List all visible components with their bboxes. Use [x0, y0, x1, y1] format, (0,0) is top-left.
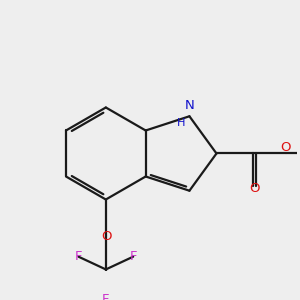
Text: F: F — [129, 250, 137, 263]
Text: O: O — [250, 182, 260, 195]
Text: O: O — [101, 230, 112, 243]
Text: F: F — [102, 293, 110, 300]
Text: N: N — [184, 99, 194, 112]
Text: F: F — [75, 250, 82, 263]
Text: H: H — [177, 118, 186, 128]
Text: O: O — [280, 142, 291, 154]
